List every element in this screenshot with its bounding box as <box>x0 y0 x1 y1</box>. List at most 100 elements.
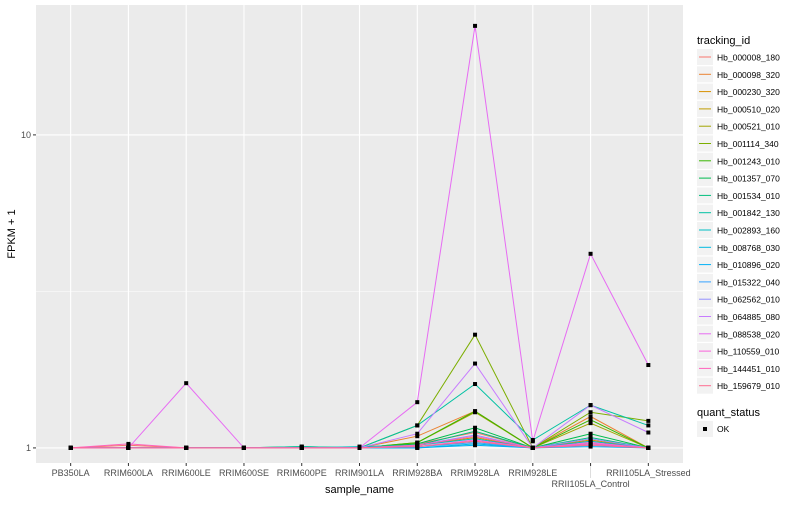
legend-title: tracking_id <box>697 35 750 47</box>
data-point <box>473 439 478 444</box>
legend-label: Hb_010896_020 <box>717 260 780 270</box>
data-point <box>126 441 131 446</box>
legend-item: Hb_000008_180 <box>697 49 780 65</box>
data-point <box>473 332 478 337</box>
x-tick-label: RRIM600SE <box>219 468 269 478</box>
data-point <box>473 429 478 434</box>
x-tick-label: RRIM600LA <box>104 468 153 478</box>
legend-item: Hb_110559_010 <box>697 343 780 360</box>
x-tick-label: RRIM928BA <box>392 468 442 478</box>
legend-item: Hb_000230_320 <box>697 83 780 100</box>
x-tick-label: PB350LA <box>52 468 90 478</box>
data-point <box>646 445 651 450</box>
data-point <box>415 423 420 428</box>
data-point <box>415 431 420 436</box>
x-tick-label: RRIM901LA <box>335 468 384 478</box>
legend-label: Hb_000230_320 <box>717 87 780 97</box>
data-point <box>415 434 420 439</box>
data-point <box>184 445 189 450</box>
legend-item: Hb_001114_340 <box>697 135 779 152</box>
legend-item: Hb_159679_010 <box>697 377 780 394</box>
legend-label: Hb_001243_010 <box>717 156 780 166</box>
x-tick-label: RRII105LA_Control <box>552 479 630 489</box>
legend-label: Hb_000098_320 <box>717 70 780 80</box>
legend-item: Hb_008768_030 <box>697 239 780 256</box>
data-point <box>530 439 535 444</box>
legend-label: Hb_001357_070 <box>717 174 780 184</box>
legend-label: Hb_001114_340 <box>717 139 779 149</box>
legend-label: Hb_000521_010 <box>717 122 780 132</box>
legend-item: Hb_062562_010 <box>697 291 780 308</box>
data-point <box>473 434 478 439</box>
x-tick-label: RRIM928LE <box>508 468 557 478</box>
data-point <box>473 361 478 366</box>
legend-label: Hb_000510_020 <box>717 104 780 114</box>
data-point <box>184 381 189 386</box>
data-point <box>588 410 593 415</box>
x-tick-label: RRIM600PE <box>277 468 327 478</box>
legend-label: Hb_002893_160 <box>717 226 780 236</box>
x-tick-label: RRIM928LA <box>451 468 500 478</box>
legend-label: Hb_062562_010 <box>717 295 780 305</box>
data-point <box>530 445 535 450</box>
legend-item: Hb_144451_010 <box>697 360 780 377</box>
legend-item: Hb_000098_320 <box>697 66 780 83</box>
data-point <box>588 414 593 419</box>
point-legend-swatch <box>703 427 707 431</box>
point-legend-title: quant_status <box>697 407 760 419</box>
data-point <box>415 444 420 449</box>
legend-item: Hb_001534_010 <box>697 187 780 204</box>
legend-item: Hb_000510_020 <box>697 100 780 117</box>
legend-label: Hb_008768_030 <box>717 243 780 253</box>
legend-item: Hb_064885_080 <box>697 308 780 325</box>
y-axis-title: FPKM + 1 <box>6 209 18 258</box>
data-point <box>588 251 593 256</box>
data-point <box>299 445 304 450</box>
point-legend-label: OK <box>717 424 730 434</box>
legend-label: Hb_144451_010 <box>717 364 780 374</box>
y-tick-label: 1 <box>26 443 31 453</box>
data-point <box>646 418 651 423</box>
data-point <box>646 363 651 368</box>
data-point <box>646 423 651 428</box>
data-point <box>473 23 478 28</box>
data-point <box>588 443 593 448</box>
data-point <box>588 403 593 408</box>
legend-item: Hb_015322_040 <box>697 273 780 290</box>
data-point <box>588 421 593 426</box>
legend-label: Hb_015322_040 <box>717 277 780 287</box>
legend: tracking_id Hb_000008_180 Hb_000098_320 Hb_… <box>697 35 780 437</box>
data-point <box>473 382 478 387</box>
data-point <box>473 443 478 448</box>
data-point <box>588 431 593 436</box>
data-point <box>241 445 246 450</box>
legend-item: Hb_001243_010 <box>697 152 780 169</box>
legend-label: Hb_001842_130 <box>717 208 780 218</box>
data-point <box>588 417 593 422</box>
y-tick-label: 10 <box>21 130 31 140</box>
data-point <box>68 445 73 450</box>
data-point <box>473 425 478 430</box>
data-point <box>126 445 131 450</box>
legend-label: Hb_064885_080 <box>717 312 780 322</box>
data-point <box>588 436 593 441</box>
x-tick-label: RRIM600LE <box>162 468 211 478</box>
legend-item: Hb_000521_010 <box>697 118 780 135</box>
legend-item: Hb_010896_020 <box>697 256 780 273</box>
data-point <box>415 400 420 405</box>
legend-label: Hb_159679_010 <box>717 381 780 391</box>
legend-label: Hb_001534_010 <box>717 191 780 201</box>
x-axis-title: sample_name <box>325 484 394 496</box>
legend-label: Hb_000008_180 <box>717 53 780 63</box>
legend-label: Hb_110559_010 <box>717 347 780 357</box>
legend-item: Hb_088538_020 <box>697 325 780 342</box>
x-tick-label: RRII105LA_Stressed <box>606 468 691 478</box>
legend-item: Hb_002893_160 <box>697 222 780 238</box>
legend-item: Hb_001357_070 <box>697 170 780 187</box>
legend-label: Hb_088538_020 <box>717 329 780 339</box>
legend-item: Hb_001842_130 <box>697 204 780 221</box>
data-point <box>357 445 362 450</box>
data-point <box>646 430 651 435</box>
data-point <box>473 409 478 414</box>
